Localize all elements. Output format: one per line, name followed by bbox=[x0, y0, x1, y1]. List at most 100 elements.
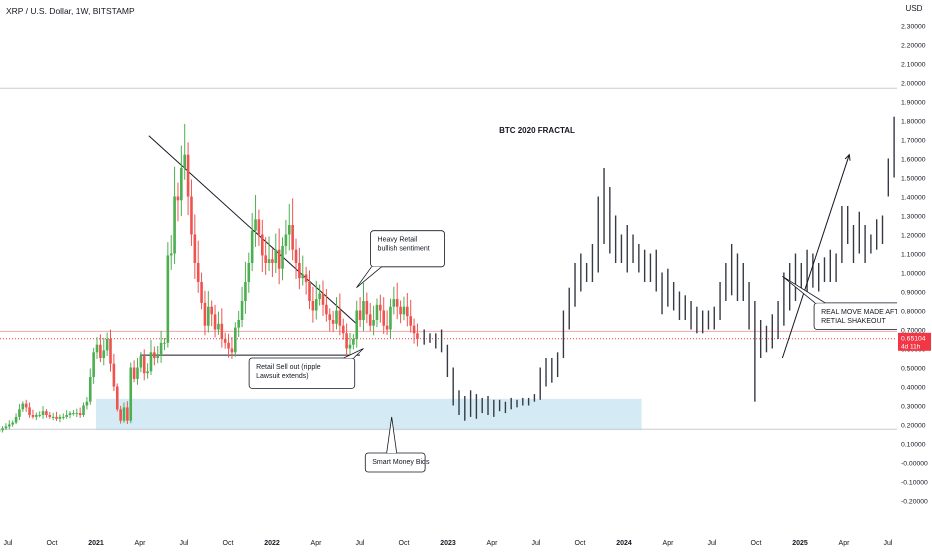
candle-body bbox=[51, 416, 55, 418]
candle-body bbox=[129, 367, 133, 421]
callout-box bbox=[248, 357, 356, 389]
x-tick-label: Apr bbox=[839, 540, 851, 547]
candle-body bbox=[294, 249, 298, 263]
candle-body bbox=[271, 259, 274, 263]
callout-box bbox=[370, 230, 445, 268]
candle-body bbox=[301, 274, 305, 279]
candle-body bbox=[406, 306, 409, 317]
candle-body bbox=[139, 356, 143, 368]
candle-body bbox=[65, 415, 68, 417]
candle-body bbox=[166, 255, 170, 343]
candle-body bbox=[382, 310, 386, 326]
candle-body bbox=[55, 416, 58, 419]
candle-body bbox=[321, 293, 325, 305]
callout-pointer bbox=[782, 275, 826, 304]
candle-body bbox=[402, 306, 406, 315]
candle-body bbox=[311, 301, 315, 311]
y-tick-label: -0.20000 bbox=[901, 499, 928, 506]
x-tick-label: Oct bbox=[575, 540, 586, 547]
candle-body bbox=[223, 339, 227, 343]
candle-body bbox=[250, 230, 254, 263]
support-zone-layer bbox=[96, 398, 642, 431]
candle-body bbox=[234, 327, 237, 353]
candle-body bbox=[163, 342, 166, 344]
candle-body bbox=[4, 426, 8, 429]
candle-body bbox=[220, 323, 224, 339]
time-axis-background bbox=[0, 532, 897, 550]
x-tick-label: Oct bbox=[751, 540, 762, 547]
candle-body bbox=[190, 196, 193, 235]
candle-body bbox=[78, 413, 82, 415]
candle-body bbox=[149, 352, 153, 372]
candle-body bbox=[308, 282, 311, 301]
callout-text: Heavy Retail bbox=[378, 237, 418, 244]
candle-body bbox=[328, 314, 332, 320]
y-tick-label: 0.40000 bbox=[901, 385, 926, 392]
candle-body bbox=[298, 263, 301, 279]
callout-text: REAL MOVE MADE AFTER bbox=[821, 309, 908, 316]
y-tick-label: 0.20000 bbox=[901, 423, 926, 430]
candle-body bbox=[227, 342, 230, 349]
y-tick-label: 1.70000 bbox=[901, 138, 926, 145]
candle-body bbox=[31, 415, 35, 417]
candle-body bbox=[379, 304, 382, 311]
candle-body bbox=[409, 316, 412, 326]
candle-body bbox=[156, 354, 160, 358]
candle-body bbox=[68, 413, 72, 415]
candle-body bbox=[88, 377, 92, 402]
candle-body bbox=[45, 411, 48, 415]
x-tick-label: 2024 bbox=[616, 540, 632, 547]
candle-body bbox=[395, 299, 399, 307]
candle-body bbox=[153, 352, 156, 358]
y-tick-label: 2.00000 bbox=[901, 81, 926, 88]
candle-body bbox=[365, 301, 369, 315]
candle-body bbox=[176, 196, 180, 201]
callout-pointer bbox=[343, 348, 364, 359]
candle-body bbox=[314, 299, 318, 311]
price-axis-background bbox=[897, 0, 932, 550]
candle-body bbox=[24, 403, 28, 408]
candle-body bbox=[169, 253, 173, 256]
projection-arrow-shaft bbox=[781, 154, 850, 359]
candle-body bbox=[240, 301, 244, 320]
candle-body bbox=[244, 282, 247, 301]
y-tick-label: 1.90000 bbox=[901, 100, 926, 107]
y-tick-label: 1.80000 bbox=[901, 119, 926, 126]
candle-body bbox=[291, 225, 294, 250]
callout-retail-sellout: Retail Sell out (ripple Lawsuit extends) bbox=[248, 348, 364, 389]
currency-label: USD bbox=[906, 4, 923, 13]
candle-body bbox=[352, 339, 355, 345]
x-tick-label: Jul bbox=[708, 540, 717, 547]
x-tick-label: Jul bbox=[4, 540, 13, 547]
candle-body bbox=[102, 350, 106, 358]
y-tick-label: 1.40000 bbox=[901, 195, 926, 202]
candle-body bbox=[186, 154, 190, 197]
y-tick-label: 0.50000 bbox=[901, 366, 926, 373]
candle-body bbox=[75, 413, 79, 415]
x-tick-label: Oct bbox=[223, 540, 234, 547]
callout-text: RETIAL SHAKEOUT bbox=[821, 318, 886, 325]
candle-body bbox=[264, 255, 267, 263]
candle-body bbox=[372, 320, 375, 326]
candle-body bbox=[119, 409, 122, 421]
candle-body bbox=[217, 323, 220, 330]
candle-body bbox=[115, 386, 119, 410]
candle-body bbox=[348, 344, 352, 349]
candle-body bbox=[35, 415, 38, 417]
x-tick-label: 2022 bbox=[264, 540, 280, 547]
callout-text: bullish sentiment bbox=[378, 246, 430, 253]
symbol-title: XRP / U.S. Dollar, 1W, BITSTAMP bbox=[4, 5, 137, 17]
candle-body bbox=[48, 415, 52, 417]
candle-body bbox=[58, 416, 62, 419]
x-tick-label: Jul bbox=[180, 540, 189, 547]
candle-body bbox=[213, 314, 217, 330]
candle-body bbox=[277, 249, 281, 269]
support-zone bbox=[96, 398, 642, 431]
candle-body bbox=[159, 342, 163, 355]
y-tick-label: 2.20000 bbox=[901, 43, 926, 50]
candle-body bbox=[267, 259, 271, 263]
candle-body bbox=[14, 416, 18, 423]
